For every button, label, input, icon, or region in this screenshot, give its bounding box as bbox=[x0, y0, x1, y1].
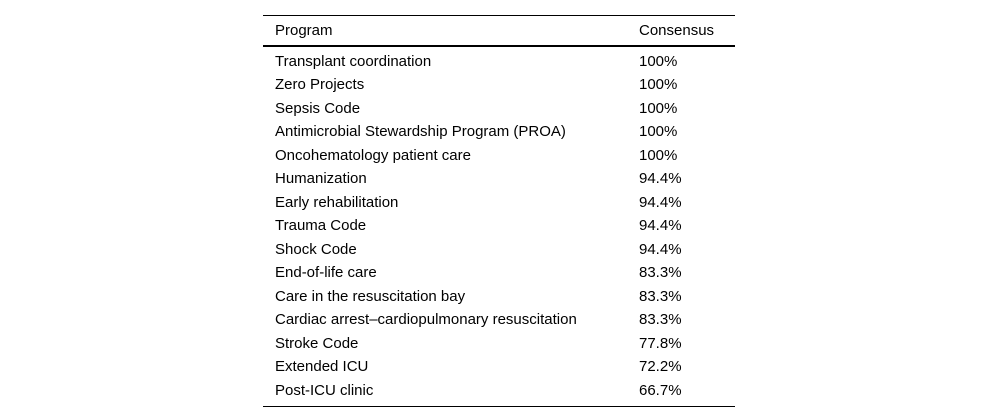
program-cell: Extended ICU bbox=[275, 358, 369, 376]
table-header: Program Consensus bbox=[263, 15, 735, 47]
consensus-cell: 100% bbox=[639, 146, 678, 164]
consensus-cell: 72.2% bbox=[639, 358, 682, 376]
consensus-cell: 83.3% bbox=[639, 311, 682, 329]
table-row: Trauma Code 94.4% bbox=[263, 215, 735, 239]
column-header-consensus: Consensus bbox=[639, 15, 735, 47]
consensus-cell: 83.3% bbox=[639, 287, 682, 305]
consensus-cell: 83.3% bbox=[639, 264, 682, 282]
program-cell: Transplant coordination bbox=[275, 52, 432, 70]
consensus-cell: 100% bbox=[639, 123, 678, 141]
table-row: Oncohematology patient care 100% bbox=[263, 144, 735, 168]
consensus-cell: 94.4% bbox=[639, 170, 682, 188]
consensus-cell: 94.4% bbox=[639, 193, 682, 211]
table-row: Care in the resuscitation bay 83.3% bbox=[263, 285, 735, 309]
consensus-cell: 100% bbox=[639, 99, 678, 117]
table-body: Transplant coordination 100% Zero Projects… bbox=[263, 46, 735, 406]
consensus-cell: 77.8% bbox=[639, 334, 682, 352]
program-consensus-table: Program Consensus Transplant coordinatio… bbox=[263, 15, 735, 407]
table-row: End-of-life care 83.3% bbox=[263, 262, 735, 286]
table-row: Antimicrobial Stewardship Program (PROA)… bbox=[263, 121, 735, 145]
table-row: Post-ICU clinic 66.7% bbox=[263, 379, 735, 406]
table-row: Zero Projects 100% bbox=[263, 74, 735, 98]
consensus-cell: 100% bbox=[639, 52, 678, 70]
table-row: Sepsis Code 100% bbox=[263, 97, 735, 121]
table-row: Stroke Code 77.8% bbox=[263, 332, 735, 356]
program-cell: Stroke Code bbox=[275, 334, 359, 352]
column-header-program: Program bbox=[263, 15, 639, 47]
table-row: Extended ICU 72.2% bbox=[263, 356, 735, 380]
program-cell: Cardiac arrest–cardiopulmonary resuscita… bbox=[275, 311, 577, 329]
consensus-cell: 94.4% bbox=[639, 217, 682, 235]
table-row: Humanization 94.4% bbox=[263, 168, 735, 192]
program-cell: Oncohematology patient care bbox=[275, 146, 471, 164]
consensus-table-container: Program Consensus Transplant coordinatio… bbox=[263, 15, 735, 407]
table-row: Transplant coordination 100% bbox=[263, 46, 735, 74]
consensus-cell: 94.4% bbox=[639, 240, 682, 258]
table-row: Cardiac arrest–cardiopulmonary resuscita… bbox=[263, 309, 735, 333]
program-cell: End-of-life care bbox=[275, 264, 377, 282]
consensus-cell: 100% bbox=[639, 76, 678, 94]
program-cell: Humanization bbox=[275, 170, 367, 188]
program-cell: Care in the resuscitation bay bbox=[275, 287, 466, 305]
header-row: Program Consensus bbox=[263, 15, 735, 47]
table-row: Early rehabilitation 94.4% bbox=[263, 191, 735, 215]
program-cell: Trauma Code bbox=[275, 217, 367, 235]
table-row: Shock Code 94.4% bbox=[263, 238, 735, 262]
program-cell: Antimicrobial Stewardship Program (PROA) bbox=[275, 123, 566, 141]
program-cell: Zero Projects bbox=[275, 76, 365, 94]
program-cell: Sepsis Code bbox=[275, 99, 361, 117]
program-cell: Early rehabilitation bbox=[275, 193, 399, 211]
program-cell: Shock Code bbox=[275, 240, 357, 258]
program-cell: Post-ICU clinic bbox=[275, 381, 374, 399]
consensus-cell: 66.7% bbox=[639, 381, 682, 399]
